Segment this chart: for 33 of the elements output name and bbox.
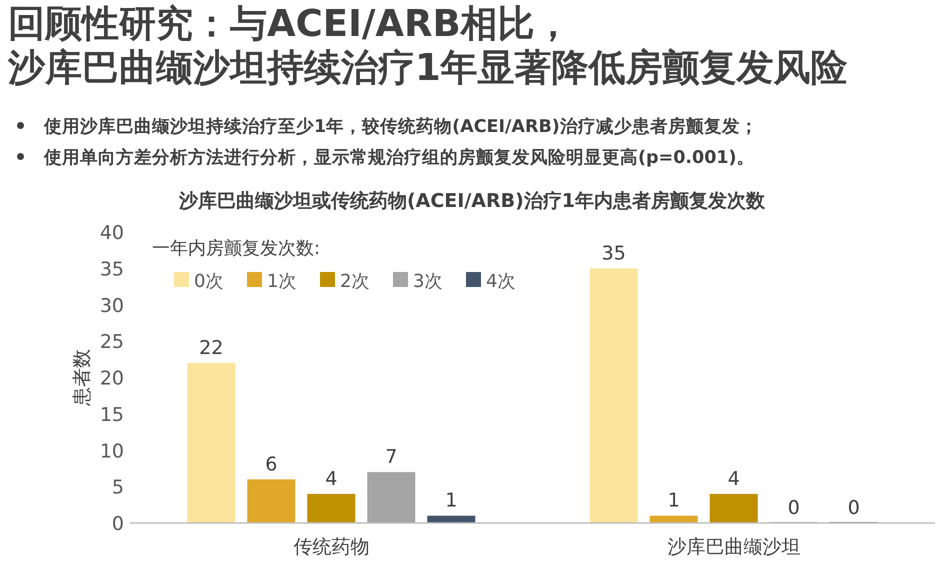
text: 使用沙库巴曲缬沙坦持续治疗至少1年，较传统药物(ACEI/ARB)治疗减少患者房颤复发；	[42, 116, 758, 139]
data-label: 6	[265, 453, 278, 476]
y-tick-label: 0	[112, 513, 124, 535]
y-tick-label: 30	[100, 294, 124, 317]
legend-title: 一年内房颤复发次数:	[152, 238, 320, 259]
y-tick-label: 35	[100, 258, 124, 280]
y-tick-label: 5	[112, 476, 124, 499]
data-label: 0	[788, 497, 800, 519]
y-tick-label: 10	[100, 440, 124, 462]
chart-title: 回顾性研究：与ACEI/ARB相比，	[8, 2, 573, 46]
legend-label: 4次	[486, 271, 516, 292]
legend-label: 0次	[194, 271, 224, 292]
data-label: 4	[325, 468, 338, 490]
data-label: 35	[602, 242, 626, 264]
text: 沙库巴曲缬沙坦或传统药物(ACEI/ARB)治疗1年内患者房颤复发次数	[178, 189, 766, 214]
x-tick-label: 传统药物	[293, 536, 370, 558]
x-tick-label: 沙库巴曲缬沙坦	[667, 536, 800, 558]
data-label: 7	[385, 446, 398, 468]
legend-label: 1次	[267, 271, 296, 292]
y-axis-title: 患者数	[71, 349, 93, 407]
y-tick-label: 40	[100, 222, 124, 244]
data-label: 1	[668, 490, 680, 512]
data-label: 0	[848, 497, 860, 519]
data-label: 22	[199, 336, 224, 359]
y-tick-label: 15	[100, 404, 124, 426]
y-tick-label: 20	[100, 368, 124, 390]
y-tick-label: 25	[100, 331, 124, 354]
legend-label: 3次	[413, 271, 442, 292]
data-label: 1	[445, 490, 458, 512]
legend-label: 2次	[340, 271, 370, 292]
data-label: 4	[728, 468, 740, 490]
text: 使用单向方差分析方法进行分析，显示常规治疗组的房颤复发风险明显更高(p=0.001)。	[42, 146, 756, 170]
chart-subtitle: 沙库巴曲缬沙坦持续治疗1年显著降低房颤复发风险	[8, 46, 848, 90]
